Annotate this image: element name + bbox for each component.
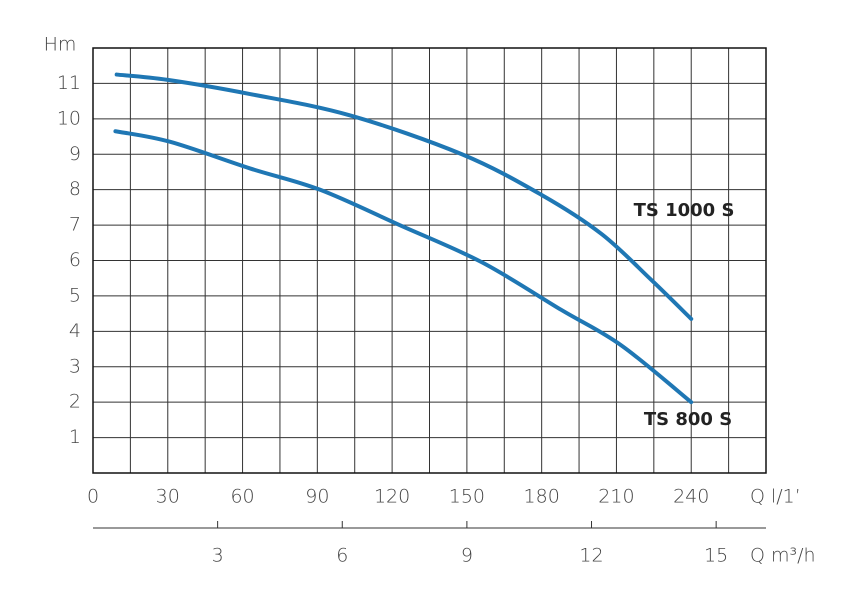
y-tick-label: 6 [69, 249, 81, 271]
y-tick-label: 2 [69, 391, 81, 413]
x-tick-label: 90 [305, 486, 329, 508]
y-axis-label: Hm [44, 34, 77, 56]
x2-tick-label: 15 [704, 545, 728, 567]
plot-frame [92, 47, 767, 474]
x2-tick-label: 9 [461, 545, 473, 567]
x2-tick-label: 12 [579, 545, 603, 567]
y-tick-label: 5 [69, 284, 81, 306]
y-tick-label: 3 [69, 355, 81, 377]
x-tick-label: 150 [449, 486, 485, 508]
x2-tick-label: 3 [212, 545, 224, 567]
y-tick-label: 8 [69, 178, 81, 200]
x-tick-label: 120 [374, 486, 410, 508]
x-tick-label: 240 [673, 486, 709, 508]
y-tick-label: 10 [57, 107, 81, 129]
x-tick-label: 0 [87, 486, 99, 508]
curve [113, 129, 694, 405]
x-axis-label: Q l/1’ [750, 486, 801, 508]
y-tick-label: 7 [69, 214, 81, 236]
x-tick-label: 60 [230, 486, 254, 508]
x2-axis-label: Q m³/h [750, 545, 816, 567]
y-tick-label: 9 [69, 143, 81, 165]
x2-tick-label: 6 [336, 545, 348, 567]
y-tick-label: 11 [57, 72, 81, 94]
series-label: TS 1000 S [634, 200, 735, 221]
curve [114, 72, 694, 321]
x-tick-label: 30 [156, 486, 180, 508]
x-tick-label: 180 [524, 486, 560, 508]
y-tick-label: 1 [69, 426, 81, 448]
series-label: TS 800 S [644, 409, 732, 430]
y-tick-label: 4 [69, 320, 81, 342]
x-tick-label: 210 [598, 486, 634, 508]
